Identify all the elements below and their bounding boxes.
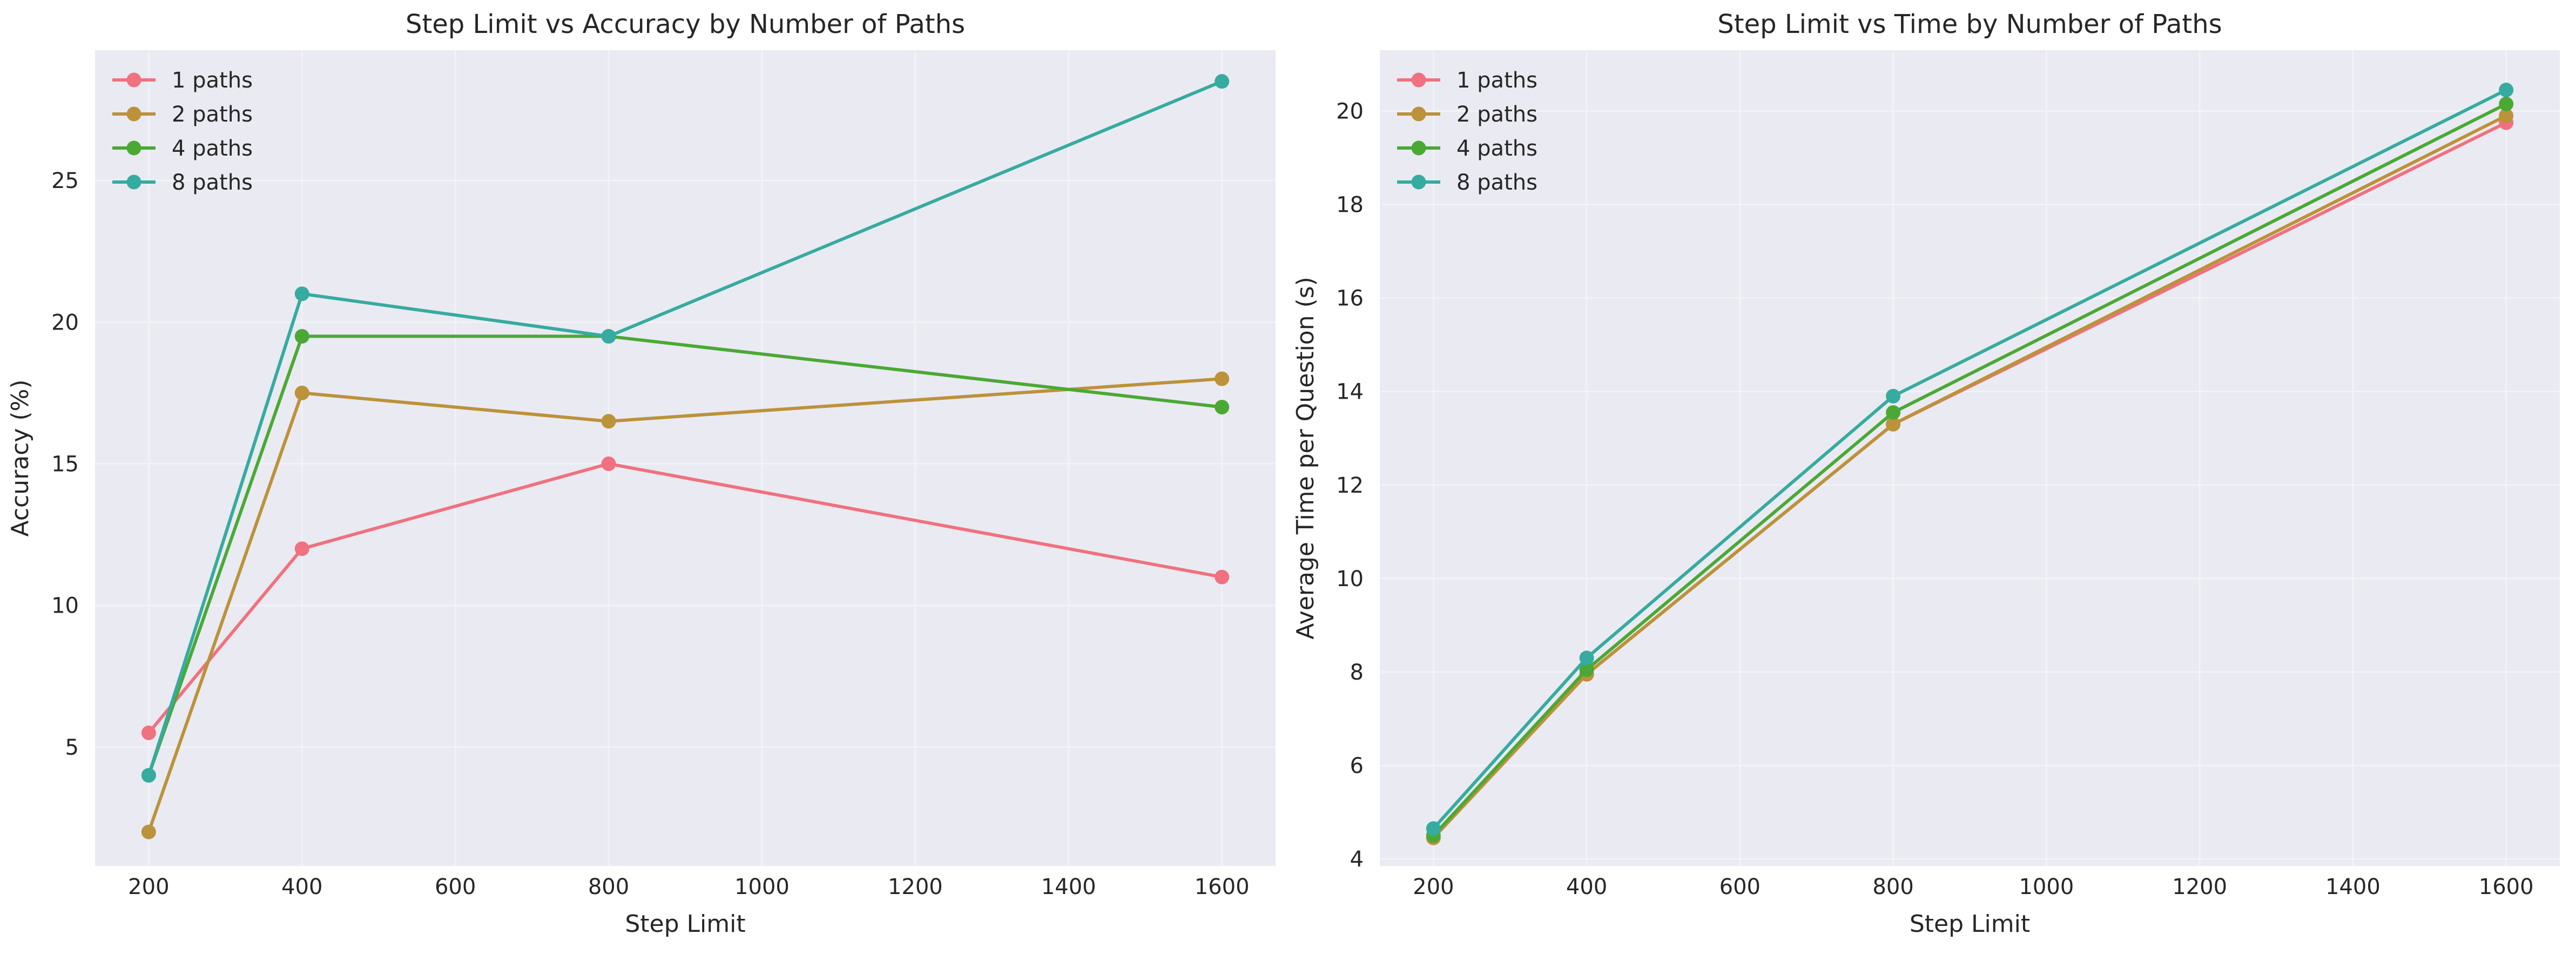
- data-point: [2499, 108, 2514, 123]
- x-tick-label: 1000: [734, 875, 790, 899]
- data-point: [1579, 662, 1594, 677]
- data-point: [1215, 371, 1230, 386]
- legend-marker: [1411, 174, 1426, 190]
- x-tick-label: 1400: [2325, 875, 2381, 899]
- x-axis-label: Step Limit: [1910, 910, 2030, 938]
- x-tick-label: 800: [588, 875, 629, 899]
- data-point: [141, 768, 156, 783]
- y-tick-label: 4: [1350, 847, 1364, 872]
- x-tick-label: 400: [281, 875, 322, 899]
- legend-marker: [1411, 106, 1426, 122]
- data-point: [294, 385, 309, 400]
- y-tick-label: 5: [65, 735, 79, 760]
- y-tick-label: 25: [51, 169, 79, 193]
- data-point: [294, 541, 309, 556]
- legend-label: 8 paths: [1456, 170, 1537, 195]
- legend-marker: [1411, 140, 1426, 156]
- data-point: [1886, 388, 1901, 404]
- data-point: [294, 329, 309, 344]
- plot-area: [95, 50, 1276, 866]
- legend-label: 8 paths: [172, 170, 253, 195]
- legend-marker: [126, 174, 141, 190]
- data-point: [2499, 83, 2514, 98]
- legend-label: 2 paths: [1456, 102, 1537, 127]
- x-tick-label: 1400: [1041, 875, 1096, 899]
- legend-label: 4 paths: [172, 136, 253, 161]
- x-tick-label: 600: [435, 875, 476, 899]
- data-point: [141, 824, 156, 839]
- data-point: [1215, 400, 1230, 415]
- data-point: [1215, 74, 1230, 89]
- series-line: [147, 79, 1224, 777]
- y-tick-label: 16: [1336, 286, 1364, 311]
- y-axis-label: Accuracy (%): [6, 379, 34, 536]
- x-tick-label: 200: [1413, 875, 1454, 899]
- legend-label: 1 paths: [172, 68, 253, 93]
- x-tick-label: 200: [128, 875, 169, 899]
- data-point: [1886, 416, 1901, 432]
- legend-label: 1 paths: [1456, 68, 1537, 93]
- y-tick-label: 14: [1336, 380, 1364, 405]
- x-tick-label: 1200: [888, 875, 943, 899]
- x-tick-label: 1200: [2172, 875, 2227, 899]
- data-point: [1426, 821, 1441, 836]
- legend-marker: [126, 140, 141, 156]
- x-axis-label: Step Limit: [625, 910, 745, 938]
- series-line: [147, 377, 1224, 834]
- x-tick-label: 400: [1566, 875, 1607, 899]
- x-tick-label: 1000: [2019, 875, 2074, 899]
- series-line: [1432, 114, 2508, 840]
- y-tick-label: 18: [1336, 193, 1364, 218]
- series-line: [1432, 88, 2508, 830]
- y-tick-label: 8: [1350, 660, 1364, 685]
- data-point: [601, 414, 616, 429]
- x-tick-label: 800: [1872, 875, 1913, 899]
- data-point: [1215, 569, 1230, 585]
- accuracy-chart: 200 400 600 800 1000 1200 1400 1600 5 10 15 20 25 Ste…: [6, 9, 1276, 938]
- chart-title: Step Limit vs Time by Number of Paths: [1717, 9, 2222, 39]
- y-tick-label: 6: [1350, 754, 1364, 778]
- y-tick-label: 12: [1336, 473, 1364, 498]
- series-line: [1432, 102, 2508, 837]
- data-point: [1579, 650, 1594, 666]
- data-point: [601, 329, 616, 344]
- legend-label: 4 paths: [1456, 136, 1537, 161]
- series-line: [147, 334, 1224, 777]
- time-chart: 200 400 600 800 1000 1200 1400 1600 4 6 8 10 12 14 16 1…: [1292, 9, 2560, 938]
- data-point: [601, 456, 616, 471]
- data-point: [294, 286, 309, 301]
- y-tick-label: 20: [51, 310, 79, 335]
- y-tick-label: 10: [1336, 567, 1364, 592]
- legend-marker: [126, 106, 141, 122]
- data-point: [141, 725, 156, 741]
- legend-label: 2 paths: [172, 102, 253, 127]
- series-line: [147, 462, 1224, 735]
- data-point: [1886, 405, 1901, 420]
- y-tick-label: 10: [51, 594, 79, 619]
- x-tick-label: 600: [1719, 875, 1761, 899]
- legend-marker: [126, 72, 141, 88]
- x-tick-label: 1600: [2479, 875, 2534, 899]
- chart-title: Step Limit vs Accuracy by Number of Path…: [406, 9, 965, 39]
- x-tick-label: 1600: [1195, 875, 1250, 899]
- data-point: [2499, 97, 2514, 112]
- plot-area: [1380, 50, 2560, 866]
- legend-marker: [1411, 72, 1426, 88]
- y-tick-label: 20: [1336, 99, 1364, 124]
- y-axis-label: Average Time per Question (s): [1292, 277, 1319, 639]
- y-tick-label: 15: [51, 452, 79, 476]
